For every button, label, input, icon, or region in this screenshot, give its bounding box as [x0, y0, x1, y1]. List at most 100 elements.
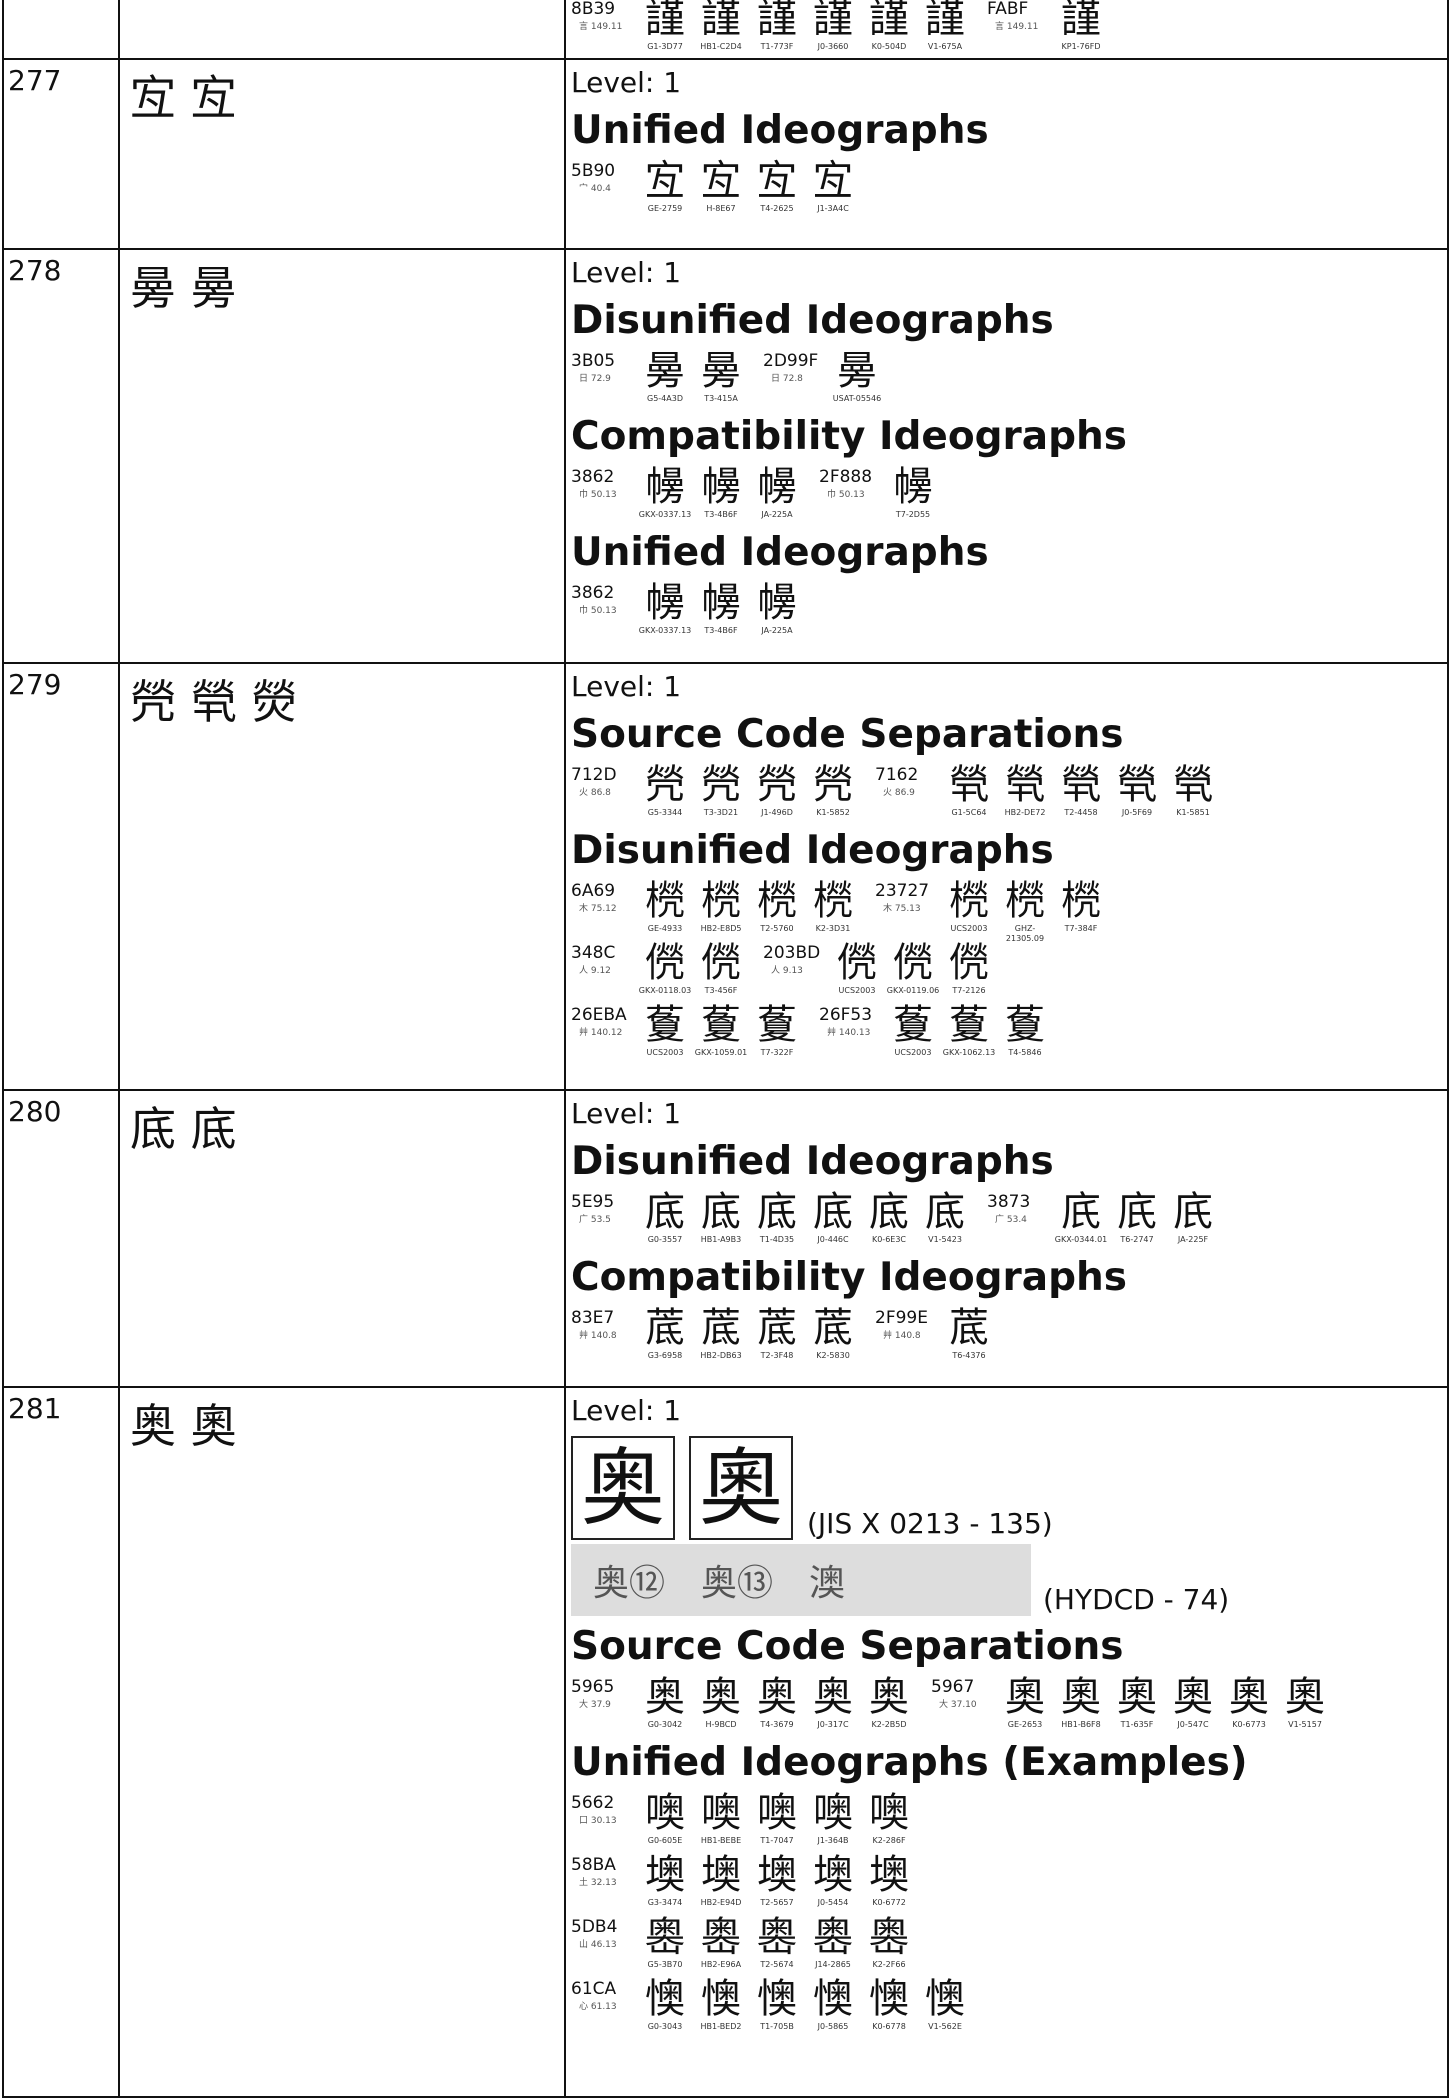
glyph-cell: 噢 J1-364B [805, 1790, 861, 1846]
glyph-cell: 㬅 T3-415A [693, 348, 749, 404]
glyph: 奧 [1061, 1674, 1101, 1720]
glyph: 墺 [757, 1852, 797, 1898]
glyph-line: 3B05 日 72.9 㬅 G5-4A3D 㬅 T3-415A 2D99F 日 72.8 㬅 US… [571, 348, 1447, 410]
glyph: 㬅 [701, 348, 741, 394]
source-label: HB2-E8D5 [700, 924, 742, 933]
glyph-cell: 嶴 J14-2865 [805, 1914, 861, 1970]
section-heading: Disunified Ideographs [571, 1139, 1054, 1184]
code-point: 712D [571, 765, 617, 785]
glyph: 謹 [925, 0, 965, 42]
source-label: GE-2653 [1007, 1720, 1043, 1729]
glyph-group: 5965 大 37.9 奥 G0-3042 奥 H-9BCD 奥 T4-3679 奥 J0-317… [571, 1674, 917, 1730]
glyph: 懊 [813, 1976, 853, 2022]
glyph-cell: 懊 J0-5865 [805, 1976, 861, 2032]
chars-cell [120, 0, 566, 58]
source-label: T1-773F [760, 42, 794, 51]
source-label: K0-6E3C [871, 1235, 907, 1244]
code-block: 5967 大 37.10 [931, 1674, 997, 1730]
radical-stroke: 艸 140.8 [883, 1331, 921, 1341]
glyph-cell: 奧 GE-2653 [997, 1674, 1053, 1730]
glyph: 㡳 [1061, 1189, 1101, 1235]
glyph-group: 26EBA 艸 140.12 藑 UCS2003 藑 GKX-1059.01 藑 T7-322… [571, 1002, 805, 1058]
glyph-group: 58BA 土 32.13 墺 G3-3474 墺 HB2-E94D 墺 T2-5657 墺 J0-… [571, 1852, 917, 1908]
source-label: GKX-0118.03 [638, 986, 692, 995]
glyph-group: 2D99F 日 72.8 㬅 USAT-05546 [763, 348, 885, 404]
glyph-cell: 㡢 JA-225A [749, 580, 805, 636]
radical-stroke: 火 86.8 [579, 788, 611, 798]
source-label: G0-3043 [647, 2022, 683, 2031]
glyph: 謹 [645, 0, 685, 42]
source-label: HB2-E96A [700, 1960, 742, 1969]
source-label: K2-2F66 [872, 1960, 906, 1969]
glyph-line: 83E7 艸 140.8 菧 G3-6958 菧 HB2-DB63 菧 T2-3F48 菧 K2-… [571, 1305, 1447, 1367]
glyph: 奧 [1117, 1674, 1157, 1720]
source-label: GHZ-21305.09 [1005, 924, 1045, 943]
evidence-glyph: 奥⑫ [593, 1563, 666, 1604]
glyph-cell: 菧 T6-4376 [941, 1305, 997, 1361]
radical-stroke: 巾 50.13 [827, 490, 865, 500]
code-point: 348C [571, 943, 616, 963]
glyph: 宐 [813, 158, 853, 204]
radical-stroke: 艸 140.12 [579, 1028, 623, 1038]
glyph-cell: 焭 T3-3D21 [693, 762, 749, 818]
glyph-cell: 奧 T1-635F [1109, 1674, 1165, 1730]
radical-stroke: 广 53.4 [995, 1215, 1027, 1225]
glyph: 謹 [757, 0, 797, 42]
source-label: HB1-BED2 [700, 2022, 742, 2031]
evidence-scan: 奥⑫ 奥⑬ 澳 [571, 1544, 1031, 1616]
source-label: K2-3D31 [815, 924, 851, 933]
glyph-cell: 㡳 JA-225F [1165, 1189, 1221, 1245]
row-number: 281 [4, 1388, 120, 2096]
glyph: 焭 [757, 762, 797, 808]
code-block: 203BD 人 9.13 [763, 940, 829, 996]
code-point: 5DB4 [571, 1917, 618, 1937]
evidence-glyph: 澳 [809, 1563, 846, 1604]
glyph: 奥 [645, 1674, 685, 1720]
code-block: 2F888 巾 50.13 [819, 464, 885, 520]
glyph-cell: 謹 T1-773F [749, 0, 805, 52]
glyph-cell: 奧 J0-547C [1165, 1674, 1221, 1730]
glyph: 噢 [645, 1790, 685, 1836]
source-label: J14-2865 [815, 1960, 851, 1969]
code-point: 2F888 [819, 467, 873, 487]
glyph-cell: 藑 UCS2003 [885, 1002, 941, 1058]
radical-stroke: 大 37.9 [579, 1700, 611, 1710]
glyph-cell: 嶴 HB2-E96A [693, 1914, 749, 1970]
code-block: 8B39 言 149.11 [571, 0, 637, 52]
source-label: T4-5846 [1008, 1048, 1042, 1057]
code-point: 8B39 [571, 0, 616, 19]
source-label: G5-3B70 [647, 1960, 683, 1969]
radical-stroke: 土 32.13 [579, 1878, 617, 1888]
glyph-cell: 宐 GE-2759 [637, 158, 693, 214]
glyph: 宐 [645, 158, 685, 204]
code-block: 61CA 心 61.13 [571, 1976, 637, 2032]
glyph: 懊 [701, 1976, 741, 2022]
glyph: 藑 [949, 1002, 989, 1048]
source-label: JA-225A [761, 510, 793, 519]
glyph-cell: 菧 T2-3F48 [749, 1305, 805, 1361]
source-label: G5-4A3D [647, 394, 683, 403]
source-label: T2-5657 [760, 1898, 794, 1907]
source-label: HB2-DE72 [1004, 808, 1046, 817]
glyph: 噢 [813, 1790, 853, 1836]
source-label: K2-2B5D [871, 1720, 907, 1729]
glyph: 煢 [1061, 762, 1101, 808]
row-number: 279 [4, 664, 120, 1089]
glyph-group: 2F888 巾 50.13 㡢 T7-2D55 [819, 464, 941, 520]
glyph-cell: 煢 G1-5C64 [941, 762, 997, 818]
code-block: 23727 木 75.13 [875, 878, 941, 944]
glyph-line: 8B39 言 149.11 謹 G1-3D77 謹 HB1-C2D4 謹 T1-773F 謹 J0… [571, 0, 1447, 58]
row-number: 278 [4, 250, 120, 662]
code-block: 5965 大 37.9 [571, 1674, 637, 1730]
source-label: J0-317C [817, 1720, 849, 1729]
source-label: HB1-B6F8 [1061, 1720, 1101, 1729]
code-point: 5B90 [571, 161, 616, 181]
glyph: 墺 [869, 1852, 909, 1898]
glyph-cell: 藑 GKX-1062.13 [941, 1002, 997, 1058]
glyph-cell: 謹 K0-504D [861, 0, 917, 52]
glyph-group: 712D 火 86.8 焭 G5-3344 焭 T3-3D21 焭 J1-496D 焭 K1-58… [571, 762, 861, 818]
glyph: 底 [701, 1189, 741, 1235]
glyph: 謹 [1061, 0, 1101, 42]
